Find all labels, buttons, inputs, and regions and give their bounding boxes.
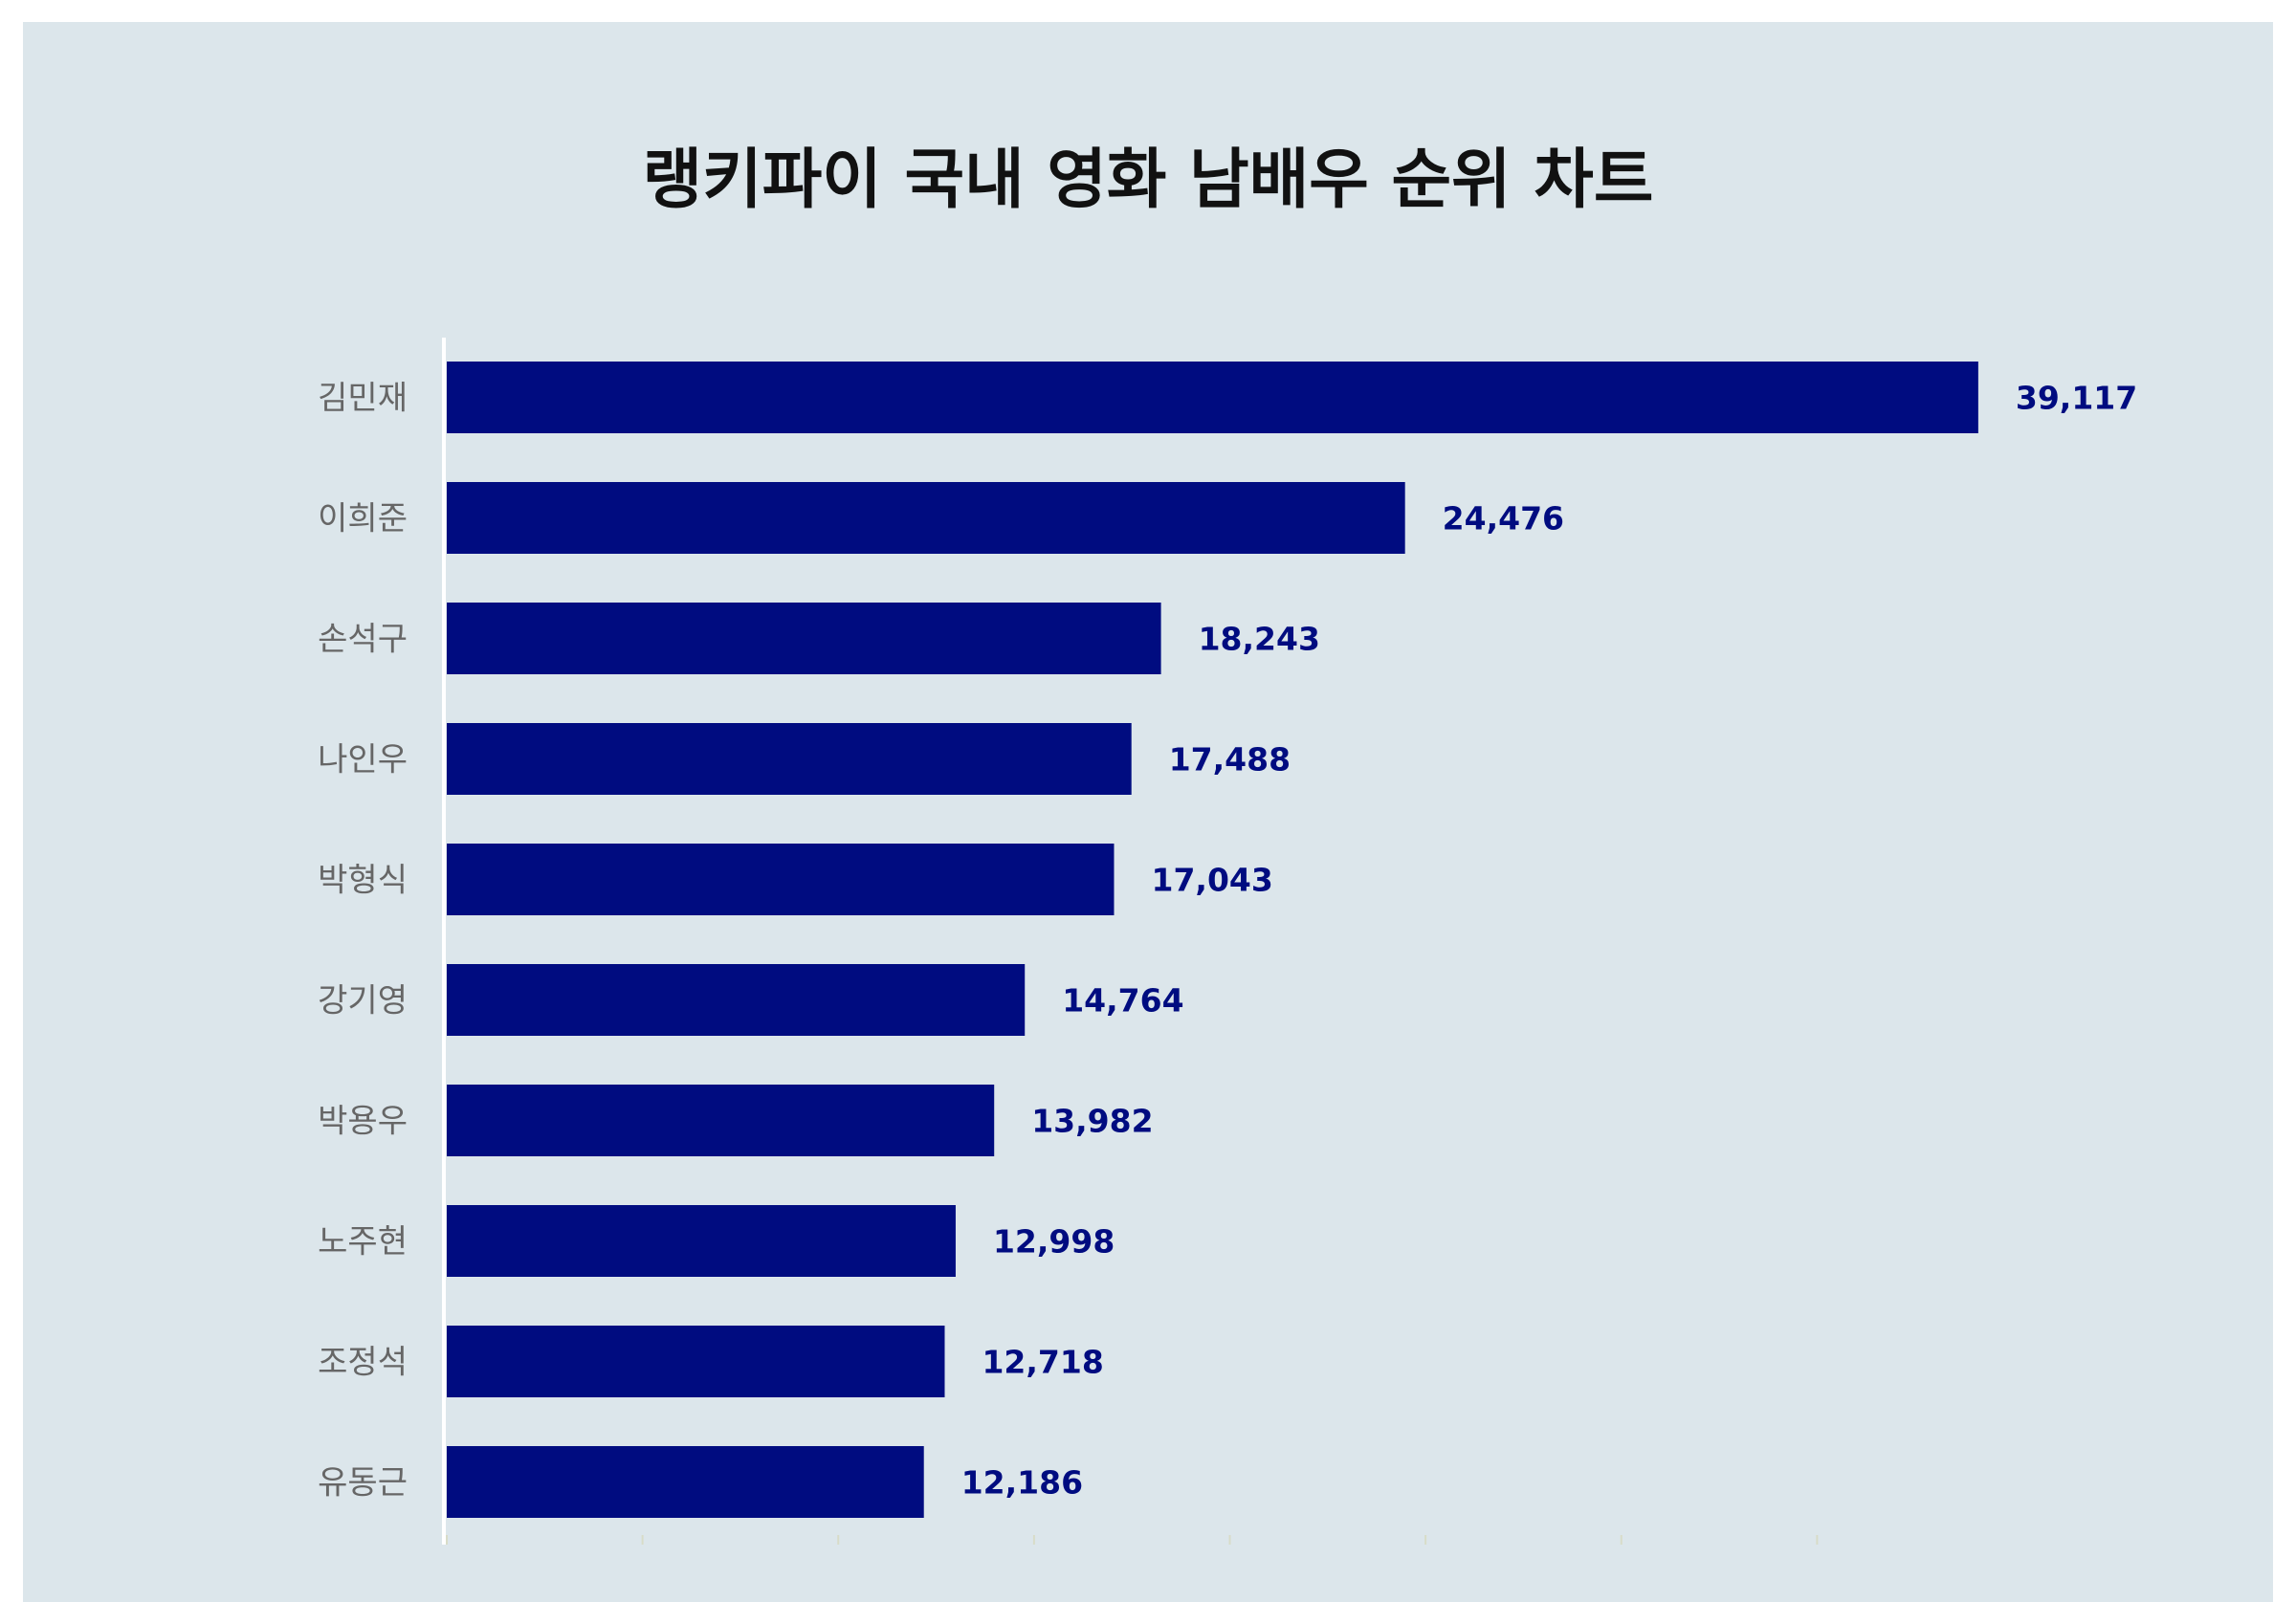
bar <box>447 1205 956 1277</box>
value-label: 13,982 <box>1031 1103 1153 1140</box>
bar <box>447 482 1405 554</box>
value-label: 17,488 <box>1169 741 1291 779</box>
bar <box>447 1446 924 1518</box>
bar <box>447 362 1978 433</box>
bar <box>447 723 1132 795</box>
category-label: 조정석 <box>318 1344 408 1382</box>
value-label: 12,186 <box>961 1464 1083 1502</box>
bar <box>447 1085 995 1156</box>
bar <box>447 1326 945 1397</box>
bar <box>447 964 1026 1036</box>
category-label: 노주현 <box>318 1223 408 1262</box>
bar-chart: 김민재 39,117 이희준 24,476 손석구 18,243 나인우 17,488 박형식 1… <box>318 338 2137 1545</box>
value-label: 12,998 <box>993 1223 1115 1261</box>
category-label: 유동근 <box>318 1464 408 1503</box>
value-label: 12,718 <box>982 1344 1103 1381</box>
category-label: 이희준 <box>318 500 408 538</box>
value-label: 14,764 <box>1062 982 1183 1020</box>
bar <box>447 844 1115 915</box>
value-label: 24,476 <box>1443 500 1564 538</box>
category-label: 박형식 <box>318 862 408 900</box>
category-label: 김민재 <box>318 380 408 418</box>
category-label: 나인우 <box>318 741 408 779</box>
chart-title: 랭키파이 국내 영화 남배우 순위 차트 <box>642 143 1654 218</box>
category-label: 강기영 <box>318 982 408 1020</box>
value-label: 17,043 <box>1151 862 1272 899</box>
chart-panel: 랭키파이 국내 영화 남배우 순위 차트 김민재 39,117 이희준 24,476 손… <box>23 22 2273 1602</box>
category-label: 박용우 <box>318 1103 408 1141</box>
value-label: 39,117 <box>2016 380 2137 417</box>
category-label: 손석구 <box>318 621 408 659</box>
bar <box>447 603 1161 674</box>
value-label: 18,243 <box>1199 621 1320 658</box>
